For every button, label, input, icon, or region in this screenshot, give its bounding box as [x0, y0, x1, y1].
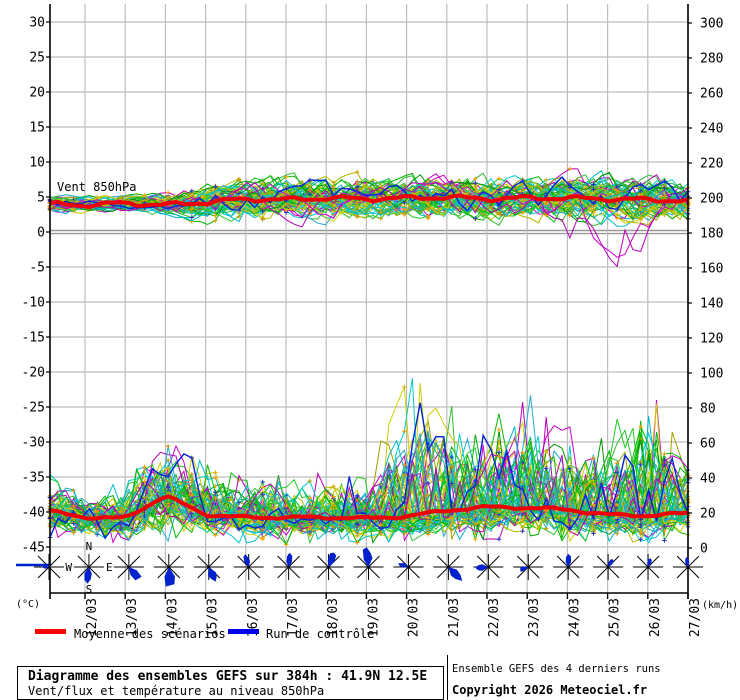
wind-rose	[16, 554, 64, 580]
ensemble-members-wind	[47, 378, 691, 547]
svg-text:N: N	[86, 540, 93, 553]
band-label-vent-850hpa: Vent 850hPa	[57, 180, 137, 194]
svg-text:-45: -45	[22, 541, 45, 556]
svg-text:12/03: 12/03	[85, 598, 100, 637]
svg-text:180: 180	[700, 227, 723, 242]
svg-text:18/03: 18/03	[326, 598, 341, 637]
svg-text:-25: -25	[22, 401, 45, 416]
svg-text:25/03: 25/03	[608, 598, 623, 637]
svg-text:17/03: 17/03	[286, 598, 301, 637]
svg-text:22/03: 22/03	[487, 598, 502, 637]
svg-text:-30: -30	[22, 436, 45, 451]
svg-text:24/03: 24/03	[567, 598, 582, 637]
svg-text:15: 15	[29, 121, 45, 136]
svg-text:-15: -15	[22, 331, 45, 346]
svg-text:15/03: 15/03	[206, 598, 221, 637]
svg-text:23/03: 23/03	[527, 598, 542, 637]
diagram-title: Diagramme des ensembles GEFS sur 384h : …	[28, 669, 428, 684]
copyright-label: Copyright 2026 Meteociel.fr	[452, 683, 648, 697]
wind-rose	[273, 552, 304, 580]
svg-text:20/03: 20/03	[407, 598, 422, 637]
svg-text:E: E	[106, 561, 113, 574]
mean-scenario-lines	[49, 193, 689, 521]
svg-text:80: 80	[700, 402, 716, 417]
wind-rose	[233, 554, 264, 580]
svg-text:220: 220	[700, 157, 723, 172]
svg-text:25: 25	[29, 51, 45, 66]
svg-text:26/03: 26/03	[648, 598, 663, 637]
svg-text:S: S	[86, 583, 93, 596]
wind-rose	[313, 552, 344, 580]
wind-rose	[473, 554, 504, 580]
svg-text:13/03: 13/03	[125, 598, 140, 637]
svg-text:300: 300	[700, 17, 723, 32]
svg-text:19/03: 19/03	[366, 598, 381, 637]
legend-control-swatch	[228, 629, 259, 634]
axes	[46, 4, 692, 599]
wind-roses: N S W E	[16, 540, 703, 596]
svg-text:20: 20	[29, 86, 45, 101]
footer-title-box: Diagramme des ensembles GEFS sur 384h : …	[17, 666, 444, 700]
legend-control-label: Run de contrôle	[266, 627, 375, 641]
wind-rose: N S W E	[65, 540, 112, 596]
axis-value-labels: 30 25 20 15 10 5 0 -5 -10 -15 -20 -25 -30 -35 -40 -45 30…	[22, 16, 724, 557]
wind-rose	[393, 554, 424, 580]
svg-text:-10: -10	[22, 296, 45, 311]
svg-text:200: 200	[700, 192, 723, 207]
wind-rose	[513, 554, 544, 580]
svg-text:W: W	[65, 561, 72, 574]
svg-text:260: 260	[700, 87, 723, 102]
svg-text:100: 100	[700, 367, 723, 382]
svg-text:5: 5	[37, 191, 45, 206]
svg-text:140: 140	[700, 297, 723, 312]
svg-text:-20: -20	[22, 366, 45, 381]
wind-rose	[633, 554, 664, 580]
wind-rose	[433, 554, 464, 581]
ensemble-members-direction	[47, 166, 691, 268]
svg-text:-35: -35	[22, 471, 45, 486]
svg-text:120: 120	[700, 332, 723, 347]
svg-text:30: 30	[29, 16, 45, 31]
svg-text:16/03: 16/03	[246, 598, 261, 637]
svg-text:27/03: 27/03	[688, 598, 703, 637]
wind-rose	[673, 554, 703, 580]
svg-text:20: 20	[700, 507, 716, 522]
legend-mean-swatch	[35, 629, 66, 634]
svg-text:-40: -40	[22, 506, 45, 521]
svg-text:0: 0	[700, 542, 708, 557]
svg-text:160: 160	[700, 262, 723, 277]
footer-divider-line	[447, 655, 448, 700]
svg-text:14/03: 14/03	[165, 598, 180, 637]
svg-text:0: 0	[37, 226, 45, 241]
svg-text:-5: -5	[29, 261, 45, 276]
left-axis-unit-label: (°C)	[16, 599, 41, 610]
wind-rose	[153, 554, 184, 587]
credit-runs-label: Ensemble GEFS des 4 derniers runs	[452, 663, 661, 675]
wind-rose	[593, 554, 624, 580]
svg-text:40: 40	[700, 472, 716, 487]
diagram-subtitle: Vent/flux et température au niveau 850hP…	[28, 684, 325, 698]
right-axis-unit-label: (km/h)	[702, 600, 739, 611]
svg-text:21/03: 21/03	[447, 598, 462, 637]
svg-text:240: 240	[700, 122, 723, 137]
svg-text:280: 280	[700, 52, 723, 67]
date-tick-labels: 12/03 13/03 14/03 15/03 16/03 17/03 18/03 19/03…	[85, 598, 703, 637]
svg-text:60: 60	[700, 437, 716, 452]
wind-rose	[113, 554, 144, 581]
wind-rose	[193, 554, 224, 582]
wind-rose	[553, 554, 584, 580]
wind-rose	[353, 547, 384, 580]
legend-mean-label: Moyenne des scénarios	[74, 627, 226, 641]
svg-text:10: 10	[29, 156, 45, 171]
